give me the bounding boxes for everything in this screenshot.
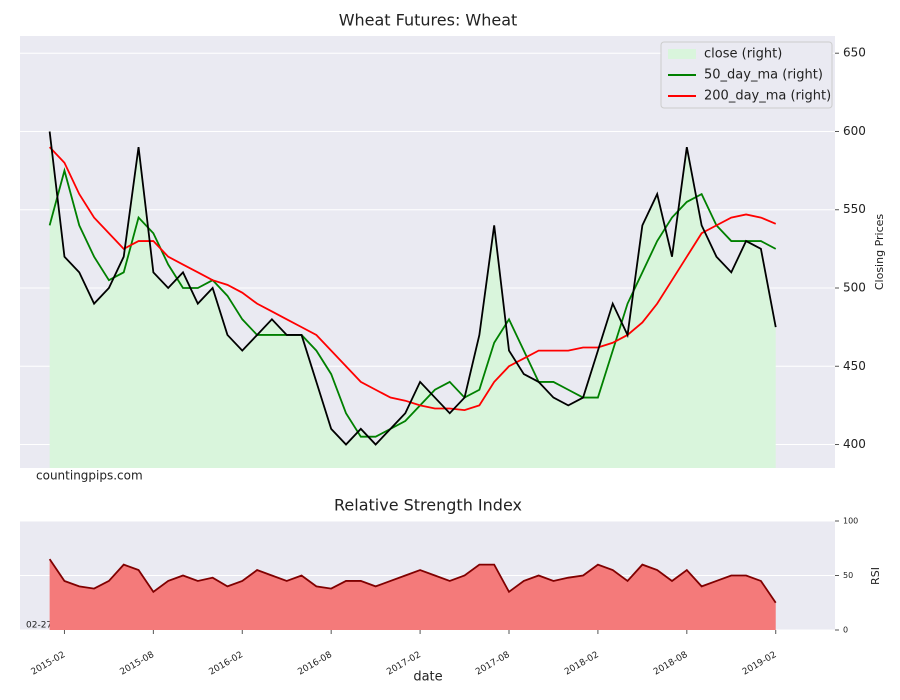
legend-label: 200_day_ma (right)	[704, 89, 831, 104]
chart-title: Relative Strength Index	[334, 496, 522, 515]
annotation: countingpips.com	[36, 469, 143, 483]
x-tick-label: 2018-08	[652, 650, 690, 678]
y-tick-label: 0	[843, 626, 848, 635]
area	[49, 131, 776, 468]
legend-label: 50_day_ma (right)	[704, 68, 823, 83]
x-tick-label: 2019-02	[741, 650, 779, 677]
legend-swatch	[668, 49, 696, 59]
y-tick-label: 400	[843, 437, 866, 451]
chart-title: Wheat Futures: Wheat	[339, 11, 518, 30]
line	[48, 167, 777, 438]
x-tick-label: 2017-08	[474, 650, 512, 678]
y-axis-label: RSI	[869, 567, 882, 585]
y-tick-label: 550	[843, 202, 866, 216]
area	[49, 559, 776, 630]
x-tick-label: 2015-08	[119, 650, 157, 678]
y-tick-label: 500	[843, 281, 866, 295]
line	[48, 558, 777, 604]
x-tick-label: 2016-02	[207, 650, 245, 677]
y-tick-label: 100	[843, 517, 858, 526]
line	[48, 146, 777, 412]
y-tick-label: 50	[843, 571, 853, 580]
x-axis-label: date	[413, 670, 442, 685]
y-tick-label: 600	[843, 124, 866, 138]
line	[48, 131, 777, 446]
legend-box	[660, 41, 833, 109]
y-tick-label: 650	[843, 46, 866, 60]
y-tick-label: 450	[843, 359, 866, 373]
y-axis-label: Closing Prices	[873, 214, 886, 291]
x-tick-label: 2016-08	[296, 650, 334, 678]
x-tick-label: 2018-02	[563, 650, 601, 677]
legend-label: close (right)	[704, 47, 782, 62]
x-tick-label: 2015-02	[30, 650, 68, 677]
